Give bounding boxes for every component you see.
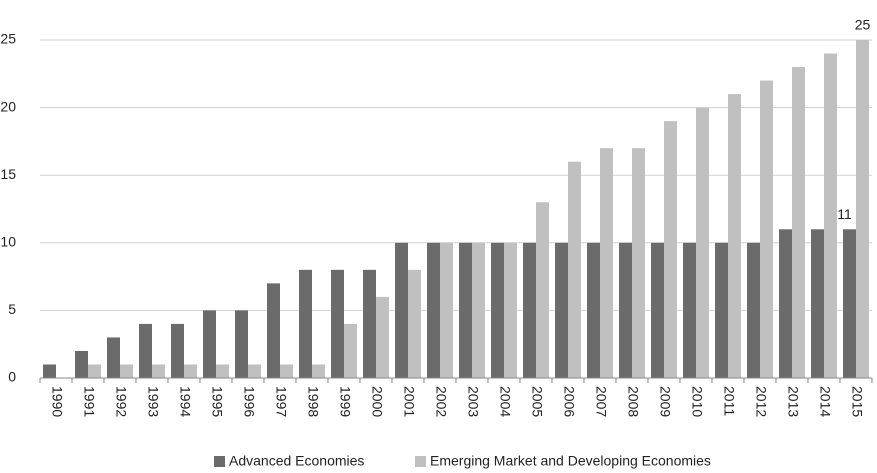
- bar: [235, 310, 248, 378]
- bar: [651, 242, 664, 378]
- bar: [811, 229, 824, 378]
- data-label: 11: [837, 206, 852, 222]
- x-tick-label: 1999: [337, 386, 353, 417]
- x-tick-label: 2010: [689, 386, 705, 417]
- bar: [267, 283, 280, 378]
- bar: [152, 364, 165, 378]
- legend-label: Emerging Market and Developing Economies: [430, 453, 711, 469]
- bar: [171, 323, 184, 378]
- bar: [395, 242, 408, 378]
- x-tick-label: 2001: [401, 386, 417, 417]
- x-tick-label: 1992: [113, 386, 129, 417]
- bar: [107, 337, 120, 378]
- bar: [587, 242, 600, 378]
- x-tick-label: 2002: [433, 386, 449, 417]
- bar: [248, 364, 261, 378]
- y-tick-label: 5: [8, 301, 16, 317]
- y-tick-label: 15: [0, 166, 16, 182]
- bar: [216, 364, 229, 378]
- bar: [715, 242, 728, 378]
- bar: [203, 310, 216, 378]
- bar: [120, 364, 133, 378]
- bar: [696, 107, 709, 378]
- bar: [491, 242, 504, 378]
- bar: [43, 364, 56, 378]
- x-tick-label: 2008: [625, 386, 641, 417]
- x-tick-label: 1998: [305, 386, 321, 417]
- bar: [555, 242, 568, 378]
- x-tick-label: 2009: [657, 386, 673, 417]
- x-tick-label: 2012: [753, 386, 769, 417]
- x-tick-label: 2005: [529, 386, 545, 417]
- bar: [824, 53, 837, 379]
- bar: [312, 364, 325, 378]
- bar: [344, 323, 357, 378]
- bar: [139, 323, 152, 378]
- bar: [440, 242, 453, 378]
- bar: [568, 161, 581, 378]
- bar: [523, 242, 536, 378]
- bar: [408, 269, 421, 378]
- x-tick-label: 1991: [81, 386, 97, 417]
- bar: [536, 202, 549, 378]
- x-tick-label: 2015: [849, 386, 865, 417]
- y-tick-label: 20: [0, 98, 16, 114]
- bar: [459, 242, 472, 378]
- x-tick-label: 2003: [465, 386, 481, 417]
- legend-label: Advanced Economies: [229, 453, 364, 469]
- y-tick-label: 10: [0, 234, 16, 250]
- bar: [376, 296, 389, 378]
- bar: [472, 242, 485, 378]
- x-tick-label: 2000: [369, 386, 385, 417]
- x-tick-label: 2004: [497, 386, 513, 417]
- bar: [843, 229, 856, 378]
- x-tick-label: 2013: [785, 386, 801, 417]
- bar: [683, 242, 696, 378]
- x-tick-label: 2011: [721, 386, 737, 416]
- bar: [184, 364, 197, 378]
- bar: [779, 229, 792, 378]
- y-tick-label: 0: [8, 369, 16, 385]
- bar: [619, 242, 632, 378]
- bar: [504, 242, 517, 378]
- bar: [760, 80, 773, 378]
- y-tick-label: 25: [0, 31, 16, 47]
- bar: [664, 121, 677, 379]
- bar: [427, 242, 440, 378]
- x-tick-label: 1994: [177, 386, 193, 417]
- bar: [299, 269, 312, 378]
- x-tick-label: 1993: [145, 386, 161, 417]
- x-tick-label: 1997: [273, 386, 289, 417]
- bar: [747, 242, 760, 378]
- bar: [75, 350, 88, 378]
- legend-swatch: [415, 456, 426, 467]
- bar: [331, 269, 344, 378]
- x-tick-label: 2014: [817, 386, 833, 417]
- bar: [728, 94, 741, 378]
- bar: [632, 148, 645, 378]
- x-tick-label: 1995: [209, 386, 225, 417]
- x-tick-label: 1996: [241, 386, 257, 417]
- x-tick-label: 1990: [49, 386, 65, 417]
- bar: [280, 364, 293, 378]
- x-tick-label: 2006: [561, 386, 577, 417]
- bar: [600, 148, 613, 378]
- bar: [856, 40, 869, 378]
- legend-swatch: [214, 456, 225, 467]
- bar: [792, 67, 805, 378]
- bar: [88, 364, 101, 378]
- x-tick-label: 2007: [593, 386, 609, 417]
- bar: [363, 269, 376, 378]
- data-label: 25: [855, 17, 871, 33]
